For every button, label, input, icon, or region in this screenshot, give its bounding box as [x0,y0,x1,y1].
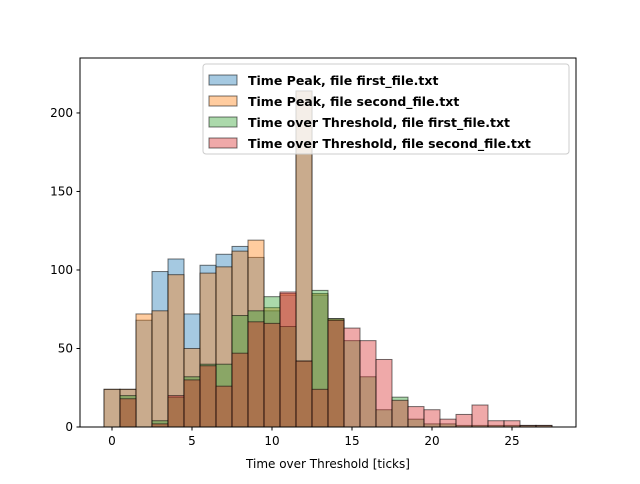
histogram-bar [423,409,441,428]
x-tick-label: 5 [188,434,196,448]
histogram-bar [391,399,409,428]
histogram-bar [295,360,313,428]
histogram-bar [183,379,201,428]
legend-entry: Time Peak, file first_file.txt [248,73,438,89]
x-tick-label: 10 [264,434,279,448]
x-axis-label: Time over Threshold [ticks] [245,457,410,471]
series-3 [119,289,553,428]
legend-swatch [208,137,238,149]
legend-swatch [208,95,238,107]
axes-layer: 0 5 10 15 20 25 0 50 100 150 200 [50,57,577,448]
histogram-bar [263,322,281,428]
histogram-bar [167,395,185,428]
series-4 [119,291,553,428]
histogram-bar [103,388,121,428]
y-tick-label: 0 [65,420,73,434]
histogram-bar [327,319,345,428]
histogram-bar [503,420,521,428]
legend-entry: Time over Threshold, file first_file.txt [248,115,510,131]
bars-layer [103,90,553,428]
y-tick-label: 150 [50,184,73,198]
histogram-bar [199,365,217,428]
histogram-bar [311,388,329,428]
histogram-bar [375,358,393,428]
legend-swatch [208,116,238,128]
histogram-bar [215,385,233,428]
histogram-bar [407,406,425,428]
histogram-bar [439,418,457,428]
legend: Time Peak, file first_file.txt Time Peak,… [202,63,570,155]
legend-box [202,63,570,155]
histogram-bar [279,291,297,428]
x-tick-label: 25 [504,434,519,448]
series-2 [103,90,345,428]
x-tick-label: 0 [108,434,116,448]
histogram-bar [471,404,489,428]
histogram-bar [135,313,153,428]
legend-swatch [208,74,238,86]
histogram-bar [343,327,361,428]
histogram-bar [359,340,377,428]
histogram-bar [455,413,473,428]
histogram-bar [119,398,137,428]
histogram-bar [231,352,249,428]
histogram-bar [247,321,265,428]
plot-frame [79,57,577,428]
legend-entry: Time Peak, file second_file.txt [248,94,459,110]
histogram-bar [487,420,505,428]
legend-entry: Time over Threshold, file second_file.tx… [248,136,531,152]
x-tick-label: 20 [424,434,439,448]
y-tick-label: 50 [58,341,73,355]
x-tick-label: 15 [344,434,359,448]
y-tick-label: 100 [50,263,73,277]
histogram-bar [151,310,169,428]
y-tick-label: 200 [50,106,73,120]
